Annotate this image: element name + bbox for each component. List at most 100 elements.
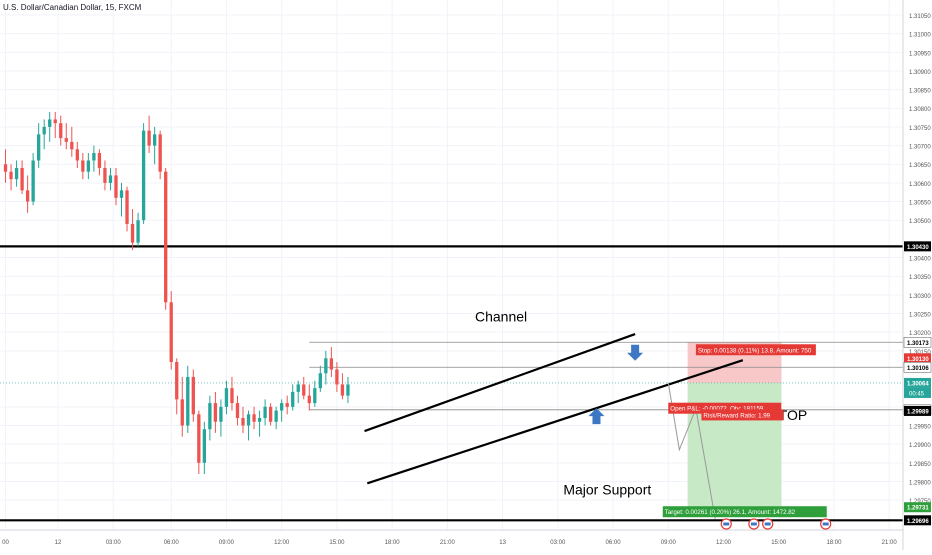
candle-body [114, 175, 118, 198]
y-tick-label: 1.31050 [909, 14, 931, 20]
candle-body [329, 358, 334, 370]
price-axis-badge-text: 1.29696 [907, 519, 929, 525]
x-tick-label: 09:00 [219, 540, 235, 546]
x-tick-label: 18:00 [385, 540, 401, 546]
y-tick-label: 1.30550 [909, 201, 931, 207]
candle-body [340, 384, 345, 396]
candle-body [70, 141, 74, 150]
price-axis-badge [903, 362, 932, 373]
y-tick-label: 1.29850 [909, 462, 931, 468]
price-axis-badge [904, 241, 931, 252]
candle-body [37, 134, 41, 161]
y-tick-label: 1.31000 [909, 33, 931, 39]
flag-icon [723, 522, 730, 526]
y-tick-label: 1.30950 [909, 51, 931, 57]
countdown-text: 00:45 [909, 391, 925, 397]
y-tick-label: 1.30750 [909, 126, 931, 132]
reward-zone [687, 382, 782, 508]
x-tick-label: 18:00 [826, 540, 842, 546]
down-arrow-icon [627, 344, 644, 361]
candle-body [25, 190, 30, 202]
price-axis-badge-text: 1.30430 [907, 245, 929, 251]
candle-body [186, 376, 190, 426]
candle-body [64, 138, 68, 142]
x-tick-label: 06:00 [606, 540, 622, 546]
candle-body [3, 164, 8, 172]
y-tick-label: 1.30900 [909, 70, 931, 76]
open-pnl-label: Open P&L: -0.00072, Qty: 181159 [670, 406, 764, 413]
price-axis-badge-text: 1.30064 [907, 381, 929, 387]
candle-body [175, 362, 179, 400]
x-tick-label: 12:00 [716, 540, 732, 546]
price-axis-badge [904, 405, 931, 416]
candle-body [241, 418, 245, 426]
candle-body [14, 167, 19, 180]
price-axis-badge-text: 1.30106 [907, 366, 929, 372]
y-tick-label: 1.30400 [909, 257, 931, 263]
flag-icon [764, 522, 771, 526]
candle-body [31, 160, 35, 202]
candle-body [136, 220, 140, 243]
candle-body [164, 171, 168, 303]
candle-body [191, 376, 195, 415]
chart-title: U.S. Dollar/Canadian Dollar, 15, FXCM [3, 3, 142, 12]
open-pnl-label-box [668, 402, 782, 414]
y-tick-label: 1.29900 [909, 443, 931, 449]
candle-body [180, 399, 184, 426]
candle-body [147, 130, 151, 146]
candle-body [20, 167, 24, 191]
x-tick-label: 06:00 [164, 540, 180, 546]
x-tick-label: 15:00 [329, 540, 345, 546]
price-axis-badge-text: 1.30130 [907, 357, 929, 363]
candle-body [313, 388, 317, 404]
candle-body [257, 418, 262, 422]
price-axis-badge [904, 502, 931, 513]
flag-icon [822, 522, 829, 526]
y-tick-label: 1.30800 [909, 107, 931, 113]
y-tick-label: 1.29750 [909, 499, 931, 505]
risk-reward-label-box [701, 409, 784, 421]
channel-label: Channel [475, 309, 527, 325]
x-tick-label: 21:00 [882, 540, 898, 546]
candle-body [86, 160, 91, 172]
candle-body [235, 403, 240, 419]
flag-icon [750, 522, 757, 526]
candle-body [208, 403, 212, 430]
candle-body [119, 190, 124, 198]
price-axis-badge [904, 353, 931, 364]
x-tick-label: 03:00 [550, 540, 566, 546]
candle-body [324, 358, 328, 374]
y-tick-label: 1.29950 [909, 424, 931, 430]
candle-body [42, 126, 46, 135]
candle-body [141, 130, 146, 221]
candle-body [53, 119, 57, 124]
target-order-label-box [662, 506, 827, 518]
candle-body [302, 384, 306, 396]
projection-path [667, 382, 716, 519]
candle-body [307, 395, 311, 404]
y-tick-label: 1.30500 [909, 219, 931, 225]
candle-body [346, 384, 350, 396]
channel-lower-line [366, 359, 744, 485]
candle-body [246, 414, 251, 426]
major-support-label: Major Support [563, 482, 651, 498]
candle-body [158, 134, 162, 172]
y-tick-label: 1.30700 [909, 145, 931, 151]
channel-upper-line [364, 333, 636, 433]
countdown-badge [904, 387, 931, 398]
candle-body [291, 391, 295, 407]
x-tick-label: 15:00 [771, 540, 787, 546]
price-axis-badge [904, 515, 931, 526]
candle-body [152, 134, 157, 146]
price-axis-badge [904, 377, 931, 388]
y-tick-label: 1.30150 [909, 350, 931, 356]
y-tick-label: 1.30300 [909, 294, 931, 300]
y-tick-label: 1.30600 [909, 182, 931, 188]
candle-body [197, 414, 201, 463]
x-tick-label: 21:00 [440, 540, 456, 546]
stop-order-label: Stop: 0.00138 (0.11%) 13.8, Amount: 750 [698, 347, 812, 354]
y-tick-label: 1.30650 [909, 163, 931, 169]
candle-body [224, 388, 229, 407]
candle-body [97, 153, 102, 168]
